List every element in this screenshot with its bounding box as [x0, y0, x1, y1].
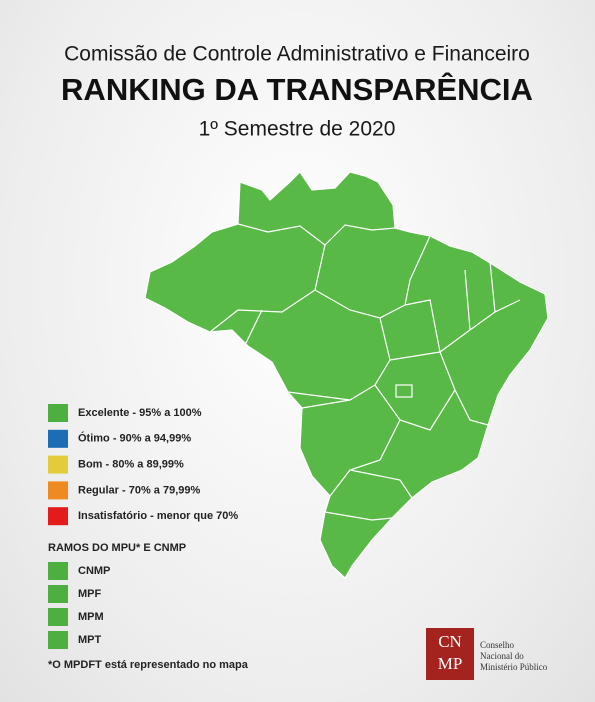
swatch: [48, 404, 68, 422]
logo-line: Ministério Público: [480, 662, 548, 672]
legend-label: MPM: [78, 611, 104, 623]
logo-mark-top: CN: [438, 632, 462, 651]
swatch: [48, 429, 68, 448]
swatch: [48, 455, 68, 474]
legend-label: Bom - 80% a 89,99%: [78, 459, 184, 471]
logo-line: Nacional do: [480, 651, 524, 661]
legend-label: Regular - 70% a 79,99%: [78, 484, 201, 496]
subtitle: Comissão de Controle Administrativo e Fi…: [64, 43, 530, 66]
period: 1º Semestre de 2020: [199, 118, 396, 141]
legend-label: Insatisfatório - menor que 70%: [78, 510, 238, 522]
legend-label: Ótimo - 90% a 94,99%: [78, 432, 191, 445]
logo-mark: [426, 628, 474, 680]
legend: Excelente - 95% a 100% Ótimo - 90% a 94,9…: [48, 404, 238, 526]
legend-label: Excelente - 95% a 100%: [78, 407, 202, 419]
logo: CN MP Conselho Nacional do Ministério Pú…: [426, 628, 548, 680]
logo-mark-bottom: MP: [438, 654, 463, 673]
branches-title: RAMOS DO MPU* E CNMP: [48, 542, 186, 554]
swatch: [48, 562, 68, 580]
swatch: [48, 507, 68, 526]
title: RANKING DA TRANSPARÊNCIA: [61, 71, 533, 107]
swatch: [48, 608, 68, 626]
legend-label: CNMP: [78, 565, 110, 577]
brazil-map: [144, 171, 549, 579]
legend-label: MPF: [78, 588, 102, 600]
footnote: *O MPDFT está representado no mapa: [48, 659, 249, 671]
swatch: [48, 631, 68, 649]
swatch: [48, 481, 68, 500]
swatch: [48, 585, 68, 603]
legend-label: MPT: [78, 634, 102, 646]
branches: CNMP MPF MPM MPT: [48, 562, 110, 649]
logo-line: Conselho: [480, 640, 515, 650]
